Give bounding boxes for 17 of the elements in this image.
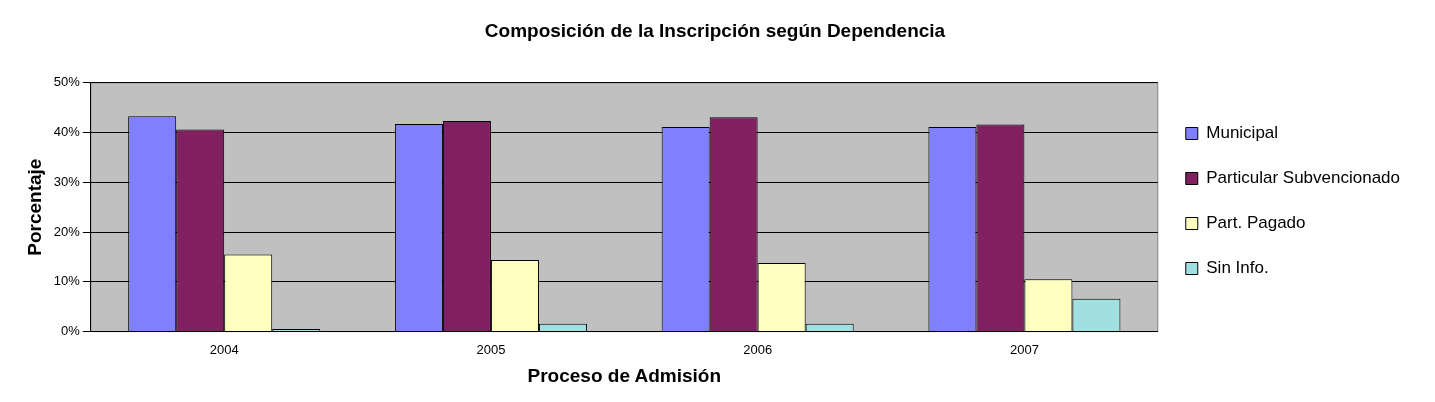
chart-title: Composición de la Inscripción según Dependencia — [484, 19, 946, 41]
y-tick-label: 30% — [53, 173, 81, 189]
legend-label: Part. Pagado — [1206, 213, 1306, 233]
x-axis-title: Proceso de Admisión — [527, 364, 722, 386]
y-tick-label: 50% — [53, 74, 81, 90]
y-axis-title: Porcentaje — [23, 158, 45, 256]
y-tick-label: 0% — [61, 323, 81, 339]
y-tick-label: 20% — [53, 223, 81, 239]
legend-label: Municipal — [1206, 123, 1279, 143]
x-tick-label: 2006 — [743, 341, 773, 357]
x-tick-label: 2007 — [1009, 341, 1039, 357]
x-tick-label: 2004 — [209, 341, 239, 357]
x-tick-label: 2005 — [476, 341, 506, 357]
y-tick-label: 10% — [53, 273, 81, 289]
y-tick-label: 40% — [53, 124, 81, 140]
legend-label: Particular Subvencionado — [1206, 168, 1400, 188]
legend-label: Sin Info. — [1206, 258, 1269, 278]
